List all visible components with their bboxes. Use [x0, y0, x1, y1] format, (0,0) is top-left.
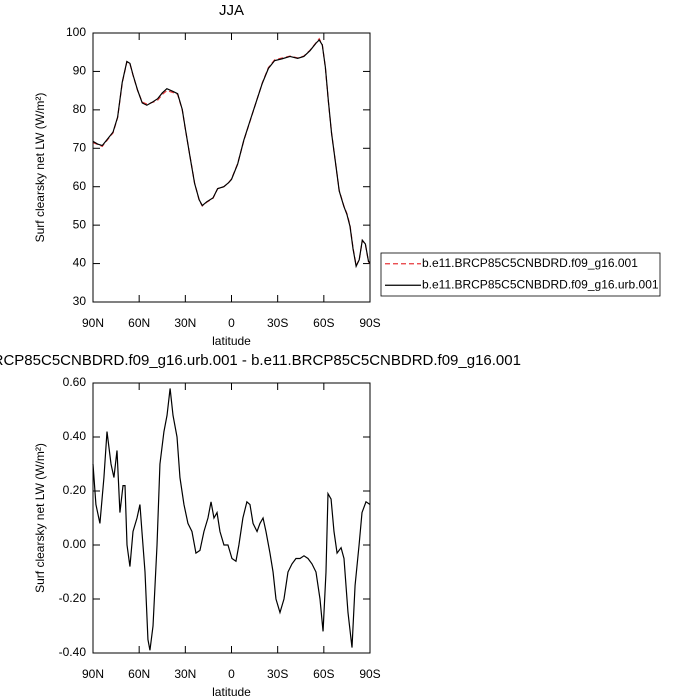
y-tick-label: 80 [73, 102, 87, 116]
x-tick-label: 30N [174, 667, 196, 681]
legend-box [380, 252, 661, 297]
x-tick-label: 60S [313, 667, 334, 681]
y-tick-label: 0.00 [63, 537, 87, 551]
y-tick-label: 70 [73, 140, 87, 154]
x-tick-label: 0 [228, 316, 235, 330]
x-tick-label: 30S [267, 316, 288, 330]
x-tick-label: 90S [359, 316, 380, 330]
x-tick-label: 60N [128, 316, 150, 330]
legend-label: b.e11.BRCP85C5CNBDRD.f09_g16.urb.001 [422, 277, 659, 291]
x-tick-label: 90N [82, 316, 104, 330]
y-tick-label: 60 [73, 179, 87, 193]
y-tick-label: 0.60 [63, 375, 87, 389]
x-tick-label: 0 [228, 667, 235, 681]
legend: b.e11.BRCP85C5CNBDRD.f09_g16.001 b.e11.BR… [380, 252, 661, 297]
legend-label: b.e11.BRCP85C5CNBDRD.f09_g16.001 [422, 256, 638, 270]
y-tick-label: 0.40 [63, 429, 87, 443]
y-axis-title: Surf clearsky net LW (W/m²) [33, 443, 47, 593]
y-tick-label: 0.20 [63, 483, 87, 497]
x-axis-title: latitude [212, 685, 251, 699]
y-tick-label: 30 [73, 294, 87, 308]
data-line [92, 37, 371, 268]
y-tick-label: 100 [66, 25, 86, 39]
y-axis-title: Surf clearsky net LW (W/m²) [33, 93, 47, 243]
x-tick-label: 30S [267, 667, 288, 681]
y-tick-label: -0.20 [59, 591, 87, 605]
chart-title: b.e11.BRCP85C5CNBDRD.f09_g16.urb.001 - b… [0, 352, 521, 369]
y-tick-label: 40 [73, 256, 87, 270]
x-tick-label: 90N [82, 667, 104, 681]
y-tick-label: 90 [73, 64, 87, 78]
y-tick-label: 50 [73, 217, 87, 231]
x-axis-title: latitude [212, 334, 251, 348]
chart-title: JJA [219, 2, 244, 19]
x-tick-label: 90S [359, 667, 380, 681]
x-tick-label: 60S [313, 316, 334, 330]
plot-frame [92, 382, 371, 654]
x-tick-label: 60N [128, 667, 150, 681]
data-line [92, 38, 371, 269]
x-tick-label: 30N [174, 316, 196, 330]
data-line [92, 388, 371, 651]
y-tick-label: -0.40 [59, 645, 87, 659]
plot-frame [92, 32, 371, 303]
